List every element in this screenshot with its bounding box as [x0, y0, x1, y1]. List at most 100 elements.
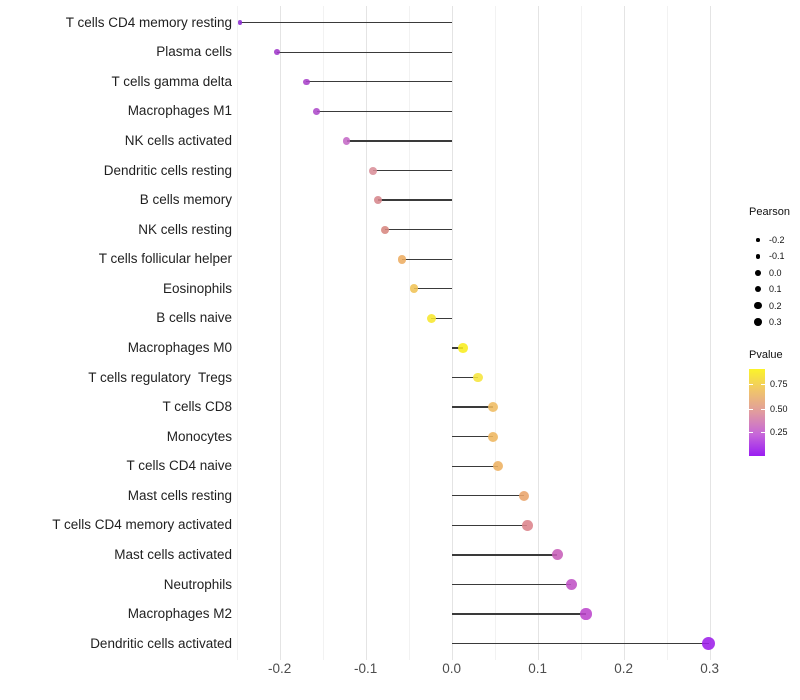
minor-gridline [494, 6, 496, 660]
major-gridline [451, 6, 453, 660]
size-legend-circle [754, 302, 762, 310]
lollipop-stem [316, 110, 452, 113]
category-label: NK cells resting [138, 221, 232, 237]
size-legend-item: -0.1 [742, 248, 800, 264]
pearson-size-legend: Pearson -0.2 -0.1 0.0 0.1 0.2 0.3 [742, 206, 800, 327]
category-label: T cells CD4 naive [126, 458, 232, 474]
size-legend-circle [755, 269, 761, 276]
colorbar-tick-label: 0.25 [770, 426, 788, 437]
data-point-dot [426, 313, 436, 323]
data-point-dot [368, 166, 377, 175]
minor-gridline [236, 6, 238, 660]
data-point-dot [458, 343, 468, 353]
colorbar-tick-mark [749, 431, 753, 433]
lollipop-stem [384, 229, 452, 231]
colorbar-tick-label: 0.75 [770, 378, 788, 389]
size-legend-item: 0.3 [742, 314, 800, 330]
data-point-dot [343, 137, 351, 145]
x-tick-label: 0.3 [700, 661, 720, 676]
category-label: T cells regulatory Tregs [88, 369, 232, 385]
size-legend-item: -0.2 [742, 232, 800, 248]
data-point-dot [380, 225, 389, 234]
plot-panel [233, 6, 719, 660]
lollipop-stem [346, 140, 452, 142]
x-tick-label: 0.1 [528, 661, 548, 676]
lollipop-stem [277, 51, 452, 53]
data-point-dot [473, 372, 484, 383]
lollipop-stem [451, 436, 493, 438]
lollipop-stem [451, 583, 572, 586]
size-legend-item: 0.1 [742, 281, 800, 297]
size-legend-item: 0.0 [742, 265, 800, 281]
size-legend-circle [754, 318, 762, 326]
pvalue-color-legend: Pvalue 0.75 0.50 0.25 [742, 349, 800, 456]
minor-gridline [322, 6, 324, 660]
size-legend-item-label: 0.2 [769, 300, 782, 311]
lollipop-stem [377, 199, 452, 201]
lollipop-stem [240, 22, 452, 24]
data-point-dot [313, 108, 321, 115]
data-point-dot [487, 402, 499, 413]
data-point-dot [237, 20, 243, 25]
size-legend-circle [755, 253, 761, 259]
data-point-dot [487, 431, 499, 442]
color-legend-title: Pvalue [749, 349, 783, 361]
x-tick-label: 0.0 [442, 661, 462, 676]
minor-gridline [408, 6, 410, 660]
data-point-dot [551, 549, 563, 561]
lollipop-stem [451, 643, 709, 645]
size-legend-item-label: -0.2 [769, 235, 785, 245]
colorbar-tick-mark [761, 431, 765, 433]
lollipop-stem [451, 495, 524, 497]
lollipop-stem [372, 169, 452, 172]
size-legend-title: Pearson [749, 206, 790, 218]
category-label: T cells CD4 memory resting [65, 14, 232, 30]
lollipop-stem [451, 524, 528, 527]
data-point-dot [702, 637, 716, 651]
size-legend-item-label: 0.1 [769, 284, 782, 295]
major-gridline [279, 6, 281, 660]
size-legend-item-label: -0.1 [769, 251, 785, 262]
size-legend-item-label: 0.0 [769, 267, 782, 278]
category-label: Mast cells resting [127, 487, 232, 503]
lollipop-stem [451, 406, 493, 408]
data-point-dot [580, 608, 592, 620]
data-point-dot [303, 78, 310, 86]
category-label: Dendritic cells activated [90, 635, 232, 651]
category-label: B cells memory [139, 192, 232, 208]
lollipop-stem [451, 554, 558, 556]
colorbar-tick-mark [761, 383, 765, 385]
category-label: Macrophages M1 [127, 103, 232, 119]
x-tick-label: 0.2 [614, 661, 634, 676]
major-gridline [365, 6, 367, 660]
colorbar-tick-mark [761, 409, 765, 410]
data-point-dot [397, 255, 407, 264]
major-gridline [537, 6, 539, 660]
category-label: Mast cells activated [114, 547, 232, 562]
lollipop-stem [306, 81, 452, 83]
lollipop-stem [451, 613, 586, 615]
minor-gridline [666, 6, 668, 660]
colorbar-tick-mark [749, 409, 753, 410]
size-legend-circle [754, 285, 762, 293]
data-point-dot [522, 520, 533, 531]
lollipop-stem [413, 288, 452, 290]
category-label: Plasma cells [156, 44, 232, 60]
size-legend-circle [756, 238, 760, 242]
lollipop-stem [451, 347, 463, 349]
category-label: Neutrophils [163, 576, 232, 592]
data-point-dot [518, 490, 530, 502]
data-point-dot [409, 284, 419, 294]
x-tick-label: -0.1 [354, 661, 378, 676]
category-label: B cells naive [156, 310, 232, 326]
data-point-dot [565, 578, 577, 591]
pvalue-colorbar [749, 369, 765, 456]
data-point-dot [493, 461, 504, 472]
category-label: T cells follicular helper [98, 251, 232, 267]
data-point-dot [274, 49, 280, 56]
lollipop-stem [451, 376, 479, 379]
category-label: Macrophages M2 [127, 606, 232, 622]
category-label: NK cells activated [124, 133, 232, 148]
major-gridline [709, 6, 711, 660]
